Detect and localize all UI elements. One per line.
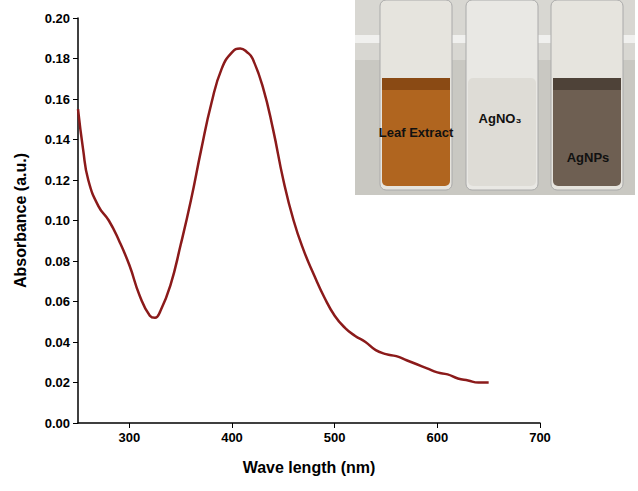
svg-text:AgNO₃: AgNO₃ <box>479 111 522 126</box>
svg-text:0.00: 0.00 <box>45 416 70 431</box>
svg-text:AgNPs: AgNPs <box>567 150 610 165</box>
svg-text:700: 700 <box>529 430 551 445</box>
svg-text:0.02: 0.02 <box>45 375 70 390</box>
svg-text:0.12: 0.12 <box>45 173 70 188</box>
svg-text:400: 400 <box>221 430 243 445</box>
svg-text:0.16: 0.16 <box>45 92 70 107</box>
svg-text:0.04: 0.04 <box>45 335 71 350</box>
svg-text:0.08: 0.08 <box>45 254 70 269</box>
svg-text:Absorbance (a.u.): Absorbance (a.u.) <box>12 153 29 288</box>
svg-text:0.20: 0.20 <box>45 11 70 26</box>
svg-text:0.06: 0.06 <box>45 294 70 309</box>
svg-text:Leaf Extract: Leaf Extract <box>379 125 454 140</box>
svg-text:0.14: 0.14 <box>45 132 71 147</box>
svg-text:0.10: 0.10 <box>45 213 70 228</box>
svg-text:500: 500 <box>324 430 346 445</box>
svg-text:Wave length (nm): Wave length (nm) <box>243 459 376 476</box>
svg-text:300: 300 <box>118 430 140 445</box>
svg-text:600: 600 <box>426 430 448 445</box>
svg-text:0.18: 0.18 <box>45 51 70 66</box>
